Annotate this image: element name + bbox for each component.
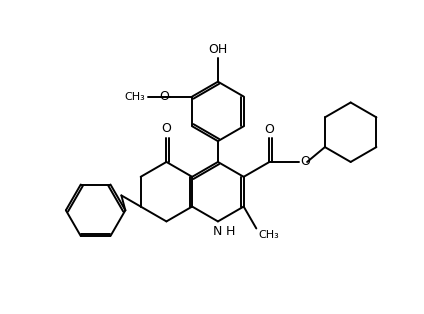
Text: CH₃: CH₃ bbox=[258, 230, 279, 241]
Text: O: O bbox=[300, 155, 310, 168]
Text: CH₃: CH₃ bbox=[125, 92, 145, 101]
Text: H: H bbox=[226, 225, 235, 238]
Text: O: O bbox=[162, 122, 171, 135]
Text: OH: OH bbox=[208, 43, 228, 56]
Text: O: O bbox=[265, 123, 274, 136]
Text: N: N bbox=[213, 225, 223, 238]
Text: O: O bbox=[159, 90, 169, 103]
